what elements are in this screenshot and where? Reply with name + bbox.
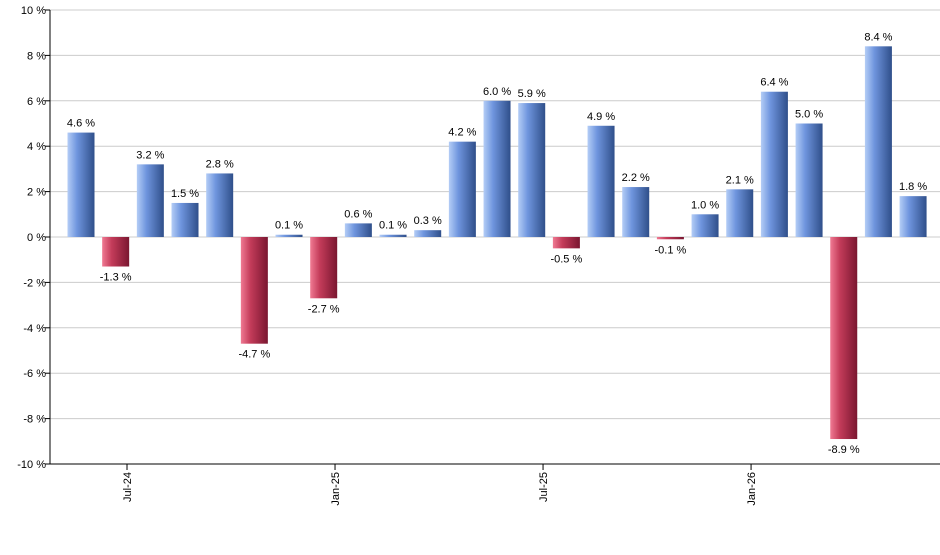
bar-value-label: -2.7 % bbox=[308, 303, 340, 315]
bar bbox=[240, 237, 268, 344]
y-tick-label: 4 % bbox=[27, 141, 46, 153]
bar bbox=[864, 46, 892, 237]
y-tick-label: 10 % bbox=[21, 5, 46, 17]
bar-value-label: 6.0 % bbox=[483, 86, 511, 98]
y-tick-label: 0 % bbox=[27, 232, 46, 244]
bar bbox=[899, 196, 927, 237]
bar bbox=[414, 230, 442, 237]
bar-value-label: 4.6 % bbox=[67, 118, 95, 130]
bar bbox=[795, 123, 823, 237]
bar-value-label: 2.2 % bbox=[622, 172, 650, 184]
y-tick-label: -4 % bbox=[23, 323, 46, 335]
bar-value-label: 5.9 % bbox=[518, 88, 546, 100]
x-tick-label: Jan-26 bbox=[746, 472, 758, 506]
y-tick-label: 8 % bbox=[27, 50, 46, 62]
y-tick-label: -8 % bbox=[23, 414, 46, 426]
bar bbox=[310, 237, 338, 299]
y-tick-label: -2 % bbox=[23, 277, 46, 289]
axes: -10 % -8 % -6 % -4 % -2 % 0 % 2 % 4 % 6 % 8 % 10 %… bbox=[17, 5, 940, 506]
bar bbox=[67, 132, 95, 237]
bar bbox=[552, 237, 580, 249]
bar bbox=[587, 125, 615, 237]
bar-value-label: 4.2 % bbox=[448, 127, 476, 139]
bar-value-label: 0.3 % bbox=[414, 215, 442, 227]
bars bbox=[67, 46, 927, 440]
bar-value-label: 1.8 % bbox=[899, 181, 927, 193]
bar bbox=[136, 164, 164, 237]
x-tick-label: Jan-25 bbox=[330, 472, 342, 506]
bar bbox=[622, 187, 650, 237]
x-tick-label: Jul-25 bbox=[538, 472, 550, 502]
bar bbox=[379, 234, 407, 237]
bar-value-label: -0.5 % bbox=[550, 253, 582, 265]
bar bbox=[344, 223, 372, 237]
bar bbox=[275, 234, 303, 237]
bar-value-label: 1.5 % bbox=[171, 188, 199, 200]
bar-value-label: 0.1 % bbox=[275, 220, 303, 232]
bar-value-label: 1.0 % bbox=[691, 199, 719, 211]
bar-value-label: 2.8 % bbox=[206, 158, 234, 170]
bar-value-label: -0.1 % bbox=[654, 244, 686, 256]
bar bbox=[102, 237, 130, 267]
y-tick-label: 6 % bbox=[27, 96, 46, 108]
bar bbox=[691, 214, 719, 237]
data-labels: 4.6 % -1.3 % 3.2 % 1.5 % 2.8 % -4.7 % 0.1 % -2.… bbox=[67, 31, 927, 456]
bar-value-label: 0.6 % bbox=[344, 208, 372, 220]
bar bbox=[760, 91, 788, 237]
bar-value-label: -1.3 % bbox=[100, 272, 132, 284]
bar bbox=[656, 237, 684, 240]
x-tick-label: Jul-24 bbox=[122, 472, 134, 502]
bar bbox=[483, 100, 511, 237]
bar bbox=[448, 141, 476, 237]
bar bbox=[206, 173, 234, 237]
y-tick-label: -6 % bbox=[23, 368, 46, 380]
bar-value-label: 2.1 % bbox=[726, 174, 754, 186]
bar bbox=[830, 237, 858, 440]
bar-value-label: 3.2 % bbox=[136, 149, 164, 161]
y-tick-label: 2 % bbox=[27, 187, 46, 199]
bar-value-label: 6.4 % bbox=[760, 77, 788, 89]
bar bbox=[171, 202, 199, 237]
bar-value-label: 4.9 % bbox=[587, 111, 615, 123]
bar-value-label: 8.4 % bbox=[864, 31, 892, 43]
y-tick-label: -10 % bbox=[17, 459, 46, 471]
bar-value-label: 0.1 % bbox=[379, 220, 407, 232]
bar bbox=[518, 103, 546, 237]
bar-value-label: -8.9 % bbox=[828, 444, 860, 456]
bar-value-label: 5.0 % bbox=[795, 109, 823, 121]
bar bbox=[726, 189, 754, 237]
bar-value-label: -4.7 % bbox=[238, 349, 270, 361]
